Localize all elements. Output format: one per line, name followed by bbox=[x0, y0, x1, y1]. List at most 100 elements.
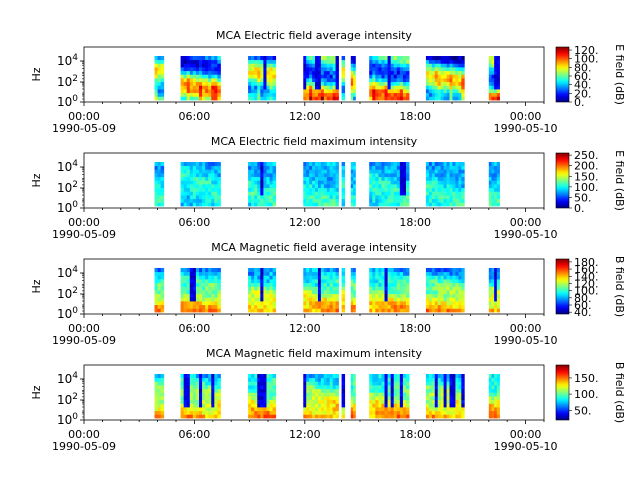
heatmap-cell bbox=[251, 301, 255, 306]
heatmap-cell bbox=[446, 70, 450, 75]
heatmap-cell bbox=[378, 85, 382, 90]
heatmap-cell bbox=[157, 396, 162, 401]
colorbar-tick-label: 100. bbox=[574, 53, 599, 66]
heatmap-cell bbox=[180, 56, 185, 61]
heatmap-cell bbox=[260, 268, 264, 273]
heatmap-cell bbox=[326, 271, 331, 276]
heatmap-cell bbox=[315, 198, 319, 203]
heatmap-cell bbox=[186, 308, 191, 313]
heatmap-cell bbox=[211, 410, 215, 415]
heatmap-cell bbox=[199, 81, 203, 86]
heatmap-cell bbox=[317, 392, 322, 397]
heatmap-cell bbox=[309, 374, 313, 379]
heatmap-cell bbox=[406, 388, 410, 393]
heatmap-cell bbox=[384, 187, 388, 192]
heatmap-cell bbox=[323, 275, 328, 280]
heatmap-cell bbox=[375, 308, 379, 313]
heatmap-cell bbox=[251, 89, 255, 94]
heatmap-cell bbox=[390, 74, 395, 79]
heatmap-cell bbox=[425, 78, 430, 83]
heatmap-cell bbox=[402, 399, 407, 404]
heatmap-cell bbox=[323, 70, 328, 75]
heatmap-cell bbox=[326, 78, 331, 83]
heatmap-cell bbox=[248, 63, 252, 68]
heatmap-cell bbox=[309, 56, 313, 61]
heatmap-cell bbox=[309, 286, 313, 291]
heatmap-cell bbox=[437, 202, 442, 207]
heatmap-cell bbox=[326, 67, 331, 72]
heatmap-cell bbox=[381, 399, 385, 404]
heatmap-cell bbox=[449, 176, 453, 181]
heatmap-cell bbox=[443, 403, 447, 408]
heatmap-cell bbox=[431, 96, 436, 101]
heatmap-cell bbox=[428, 399, 433, 404]
heatmap-cell bbox=[202, 70, 206, 75]
heatmap-cell bbox=[491, 74, 495, 79]
heatmap-cell bbox=[154, 180, 158, 185]
heatmap-cell bbox=[446, 279, 450, 284]
heatmap-cell bbox=[183, 286, 188, 291]
heatmap-cell bbox=[396, 377, 401, 382]
heatmap-cell bbox=[396, 308, 401, 313]
heatmap-cell bbox=[189, 377, 194, 382]
heatmap-cell bbox=[186, 407, 191, 412]
heatmap-cell bbox=[195, 297, 200, 302]
heatmap-cell bbox=[272, 275, 277, 280]
heatmap-cell bbox=[183, 297, 188, 302]
heatmap-cell bbox=[257, 403, 261, 408]
heatmap-cell bbox=[260, 202, 264, 207]
heatmap-cell bbox=[461, 184, 465, 189]
heatmap-cell bbox=[440, 176, 445, 181]
heatmap-cell bbox=[154, 202, 158, 207]
heatmap-cell bbox=[341, 85, 346, 90]
heatmap-cell bbox=[266, 195, 270, 200]
heatmap-cell bbox=[461, 377, 465, 382]
heatmap-cell bbox=[387, 89, 392, 94]
heatmap-cell bbox=[257, 275, 261, 280]
heatmap-cell bbox=[326, 96, 331, 101]
heatmap-cell bbox=[384, 165, 388, 170]
heatmap-cell bbox=[402, 308, 407, 313]
heatmap-cell bbox=[332, 180, 336, 185]
heatmap-cell bbox=[428, 70, 433, 75]
heatmap-cell bbox=[449, 385, 453, 390]
heatmap-cell bbox=[205, 198, 209, 203]
heatmap-cell bbox=[266, 275, 270, 280]
heatmap-cell bbox=[384, 169, 388, 174]
heatmap-cell bbox=[406, 392, 410, 397]
heatmap-cell bbox=[303, 407, 307, 412]
heatmap-cell bbox=[160, 70, 165, 75]
heatmap-cell bbox=[303, 85, 307, 90]
heatmap-cell bbox=[461, 89, 465, 94]
heatmap-cell bbox=[428, 301, 433, 306]
heatmap-cell bbox=[189, 275, 194, 280]
heatmap-cell bbox=[157, 275, 162, 280]
heatmap-cell bbox=[272, 180, 277, 185]
heatmap-cell bbox=[217, 271, 221, 276]
heatmap-cell bbox=[425, 308, 430, 313]
heatmap-cell bbox=[341, 59, 346, 64]
heatmap-cell bbox=[390, 195, 395, 200]
heatmap-cell bbox=[496, 191, 500, 196]
heatmap-cell bbox=[272, 169, 277, 174]
heatmap-cell bbox=[217, 78, 221, 83]
heatmap-cell bbox=[323, 392, 328, 397]
heatmap-cell bbox=[496, 385, 500, 390]
heatmap-cell bbox=[303, 377, 307, 382]
heatmap-cell bbox=[455, 293, 459, 298]
heatmap-cell bbox=[434, 165, 439, 170]
heatmap-cell bbox=[272, 74, 277, 79]
heatmap-cell bbox=[257, 162, 261, 167]
heatmap-cell bbox=[434, 202, 439, 207]
heatmap-cell bbox=[309, 268, 313, 273]
heatmap-cell bbox=[381, 96, 385, 101]
heatmap-cell bbox=[312, 191, 316, 196]
heatmap-cell bbox=[406, 403, 410, 408]
heatmap-cell bbox=[195, 78, 200, 83]
x-date-label: 1990-05-10 bbox=[494, 334, 558, 347]
colorbar-tick-label: 250. bbox=[574, 149, 599, 162]
x-tick-label: 00:00 bbox=[510, 322, 542, 335]
heatmap-cell bbox=[461, 271, 465, 276]
heatmap-cell bbox=[381, 293, 385, 298]
heatmap-cell bbox=[491, 169, 495, 174]
